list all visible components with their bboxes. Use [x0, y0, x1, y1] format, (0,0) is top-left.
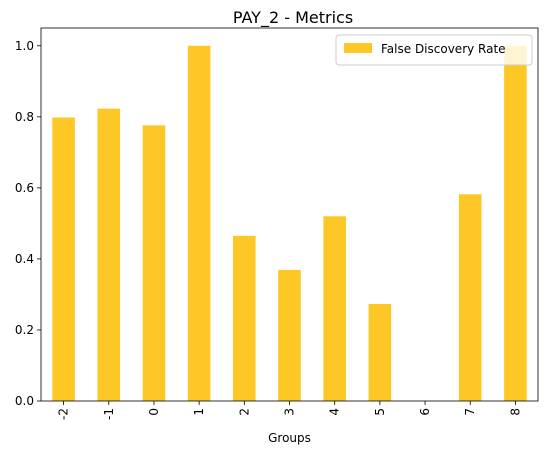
x-tick-label: 2 [237, 408, 251, 416]
legend-label: False Discovery Rate [381, 42, 506, 56]
x-axis-label: Groups [268, 431, 311, 445]
x-tick-label: 8 [508, 408, 522, 416]
y-tick-label: 0.2 [15, 323, 34, 337]
legend-box [335, 34, 533, 66]
y-tick-label: 0.0 [15, 394, 34, 408]
x-tick-label: 3 [283, 408, 297, 416]
bar-3 [278, 269, 301, 401]
bar-5 [368, 304, 392, 401]
x-tick-label: -1 [102, 408, 116, 420]
bar-8 [504, 45, 527, 401]
y-axis: 0.0 0.2 0.4 0.6 0.8 1.0 [15, 39, 41, 408]
chart-title: PAY_2 - Metrics [233, 8, 353, 28]
bar-2 [233, 235, 256, 401]
x-tick-label: 7 [463, 408, 477, 416]
x-tick-label: 4 [328, 408, 342, 416]
x-tick-label: 0 [147, 408, 161, 416]
x-tick-label: 6 [418, 408, 432, 416]
x-tick-label: 5 [373, 408, 387, 416]
bars-layer [52, 45, 527, 402]
y-tick-label: 0.4 [15, 252, 34, 266]
x-tick-label: 1 [192, 408, 206, 416]
bar-0 [142, 125, 166, 401]
y-tick-label: 0.8 [15, 110, 34, 124]
y-tick-label: 1.0 [15, 39, 34, 53]
bar-4 [323, 216, 346, 401]
x-axis: -2 -1 0 1 2 3 4 5 6 7 8 [57, 401, 522, 420]
bar-1 [187, 45, 211, 401]
legend-swatch [344, 43, 372, 53]
legend: False Discovery Rate [335, 34, 533, 66]
bar-7 [458, 194, 482, 401]
bar--2 [52, 117, 75, 402]
bar--1 [97, 108, 121, 401]
y-tick-label: 0.6 [15, 181, 34, 195]
x-tick-label: -2 [57, 408, 71, 420]
plot-frame [40, 27, 539, 402]
